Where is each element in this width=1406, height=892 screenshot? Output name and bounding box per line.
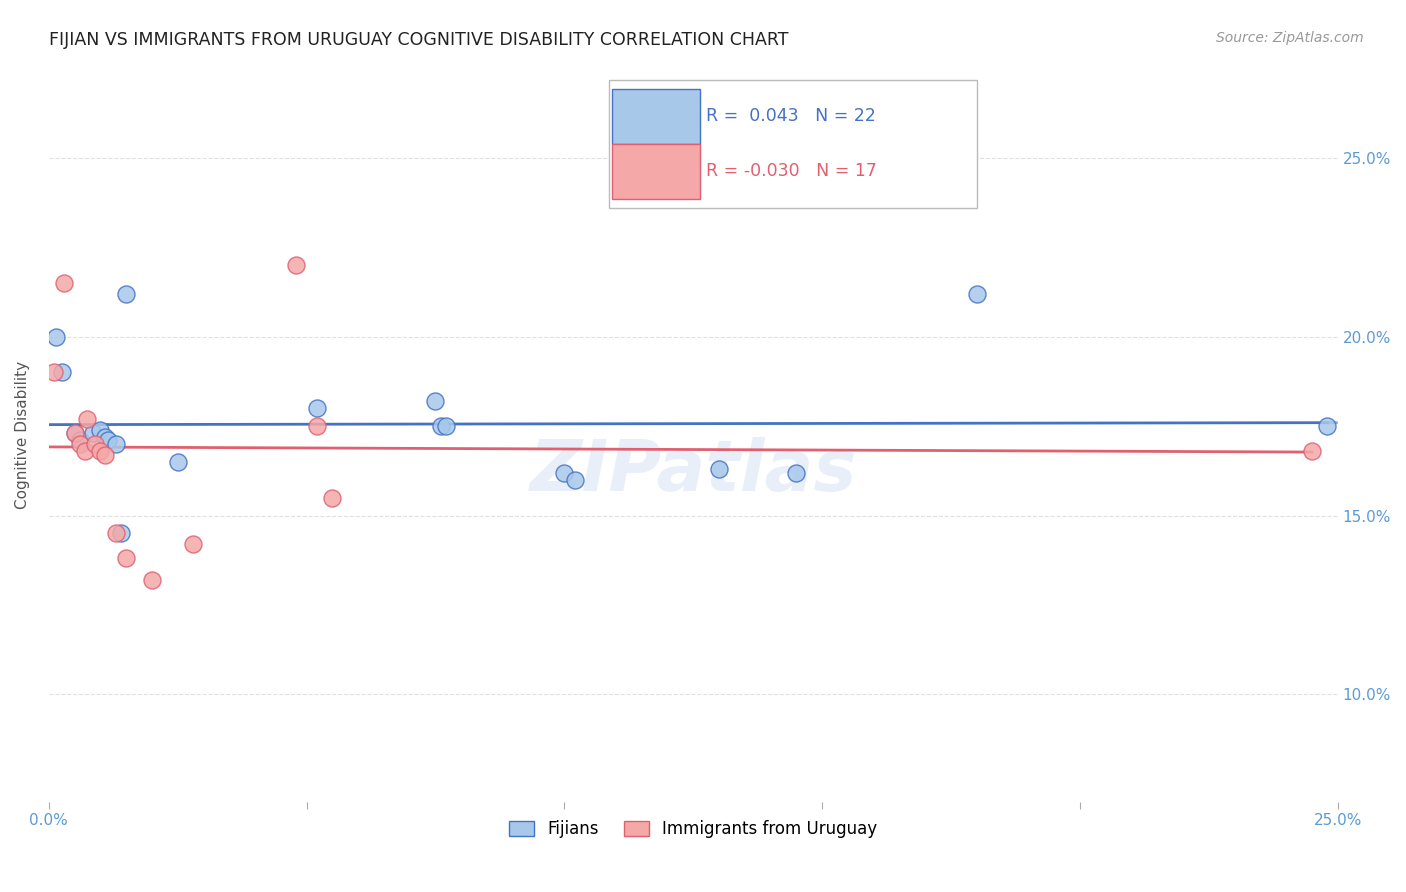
Point [425,394,447,409]
Point [97,434,120,448]
Point [69,434,91,448]
Point [966,286,988,301]
Point [84,437,107,451]
Point [285,258,308,272]
Point [1301,444,1323,458]
Point [69,437,91,451]
Text: R = -0.030   N = 17: R = -0.030 N = 17 [706,162,877,180]
Text: ZIPatlas: ZIPatlas [530,437,856,506]
Point [553,466,575,480]
Point [45,329,67,343]
Point [63,426,86,441]
FancyBboxPatch shape [612,144,700,199]
Point [89,423,111,437]
Point [181,537,204,551]
Point [434,419,457,434]
Point [564,473,586,487]
Legend: Fijians, Immigrants from Uruguay: Fijians, Immigrants from Uruguay [502,814,884,845]
Text: Source: ZipAtlas.com: Source: ZipAtlas.com [1216,31,1364,45]
Point [707,462,730,476]
Point [305,401,328,416]
Point [1316,419,1339,434]
Point [115,551,138,566]
Point [82,426,104,441]
Point [104,526,127,541]
Point [104,437,127,451]
Point [63,426,86,441]
Point [94,430,117,444]
FancyBboxPatch shape [612,88,700,144]
Point [429,419,451,434]
Point [89,444,111,458]
Point [141,573,163,587]
Point [73,444,96,458]
Point [42,366,65,380]
Text: R =  0.043   N = 22: R = 0.043 N = 22 [706,107,876,125]
Point [166,455,188,469]
Point [110,526,132,541]
FancyBboxPatch shape [609,79,977,208]
Point [53,276,76,290]
Y-axis label: Cognitive Disability: Cognitive Disability [15,361,30,509]
Point [321,491,343,505]
Point [51,366,73,380]
Point [785,466,807,480]
Point [305,419,328,434]
Point [76,412,98,426]
Text: FIJIAN VS IMMIGRANTS FROM URUGUAY COGNITIVE DISABILITY CORRELATION CHART: FIJIAN VS IMMIGRANTS FROM URUGUAY COGNIT… [49,31,789,49]
Point [115,286,138,301]
Point [94,448,117,462]
